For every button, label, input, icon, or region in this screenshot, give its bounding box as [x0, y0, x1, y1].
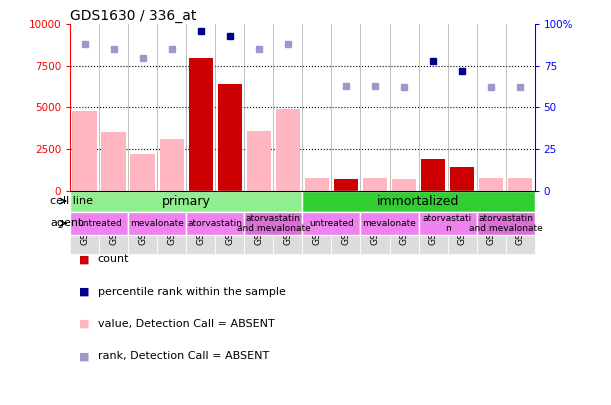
Bar — [159, 139, 184, 191]
Bar — [218, 84, 242, 191]
Bar — [186, 212, 244, 235]
Bar — [101, 132, 126, 191]
Text: untreated: untreated — [309, 219, 354, 228]
Bar — [392, 179, 416, 191]
Bar — [447, 191, 477, 254]
Bar — [419, 191, 447, 254]
Text: immortalized: immortalized — [378, 194, 459, 208]
Text: mevalonate: mevalonate — [362, 219, 417, 228]
Bar — [305, 178, 329, 191]
Text: GDS1630 / 336_at: GDS1630 / 336_at — [70, 9, 197, 23]
Bar — [70, 191, 99, 254]
Text: atorvastati
n: atorvastati n — [423, 213, 472, 233]
Bar — [302, 191, 332, 254]
Bar — [477, 191, 506, 254]
Text: percentile rank within the sample: percentile rank within the sample — [98, 287, 285, 296]
Text: mevalonate: mevalonate — [130, 219, 185, 228]
Bar — [419, 212, 477, 235]
Bar — [70, 212, 128, 235]
Bar — [276, 109, 300, 191]
Bar — [302, 191, 535, 212]
Bar — [244, 191, 274, 254]
Text: agent: agent — [50, 218, 82, 228]
Bar — [360, 191, 390, 254]
Bar — [73, 111, 97, 191]
Bar — [477, 212, 535, 235]
Text: atorvastatin: atorvastatin — [188, 219, 243, 228]
Bar — [302, 212, 360, 235]
Bar — [158, 191, 186, 254]
Bar — [186, 191, 216, 254]
Bar — [450, 167, 474, 191]
Bar — [128, 191, 158, 254]
Text: ■: ■ — [79, 319, 90, 329]
Bar — [189, 58, 213, 191]
Bar — [331, 191, 360, 254]
Bar — [360, 212, 419, 235]
Bar — [508, 178, 532, 191]
Text: ■: ■ — [79, 352, 90, 361]
Bar — [274, 191, 302, 254]
Bar — [216, 191, 244, 254]
Text: cell line: cell line — [50, 196, 93, 206]
Bar — [421, 159, 445, 191]
Text: untreated: untreated — [77, 219, 122, 228]
Text: primary: primary — [162, 194, 211, 208]
Bar — [390, 191, 419, 254]
Bar — [131, 154, 155, 191]
Bar — [479, 178, 503, 191]
Bar — [244, 212, 302, 235]
Bar — [506, 191, 535, 254]
Text: ■: ■ — [79, 287, 90, 296]
Text: atorvastatin
and mevalonate: atorvastatin and mevalonate — [236, 213, 310, 233]
Bar — [247, 131, 271, 191]
Bar — [363, 178, 387, 191]
Bar — [100, 191, 128, 254]
Bar — [334, 179, 358, 191]
Bar — [128, 212, 186, 235]
Bar — [70, 191, 302, 212]
Text: value, Detection Call = ABSENT: value, Detection Call = ABSENT — [98, 319, 274, 329]
Text: ■: ■ — [79, 254, 90, 264]
Text: atorvastatin
and mevalonate: atorvastatin and mevalonate — [469, 213, 543, 233]
Text: rank, Detection Call = ABSENT: rank, Detection Call = ABSENT — [98, 352, 269, 361]
Text: count: count — [98, 254, 130, 264]
